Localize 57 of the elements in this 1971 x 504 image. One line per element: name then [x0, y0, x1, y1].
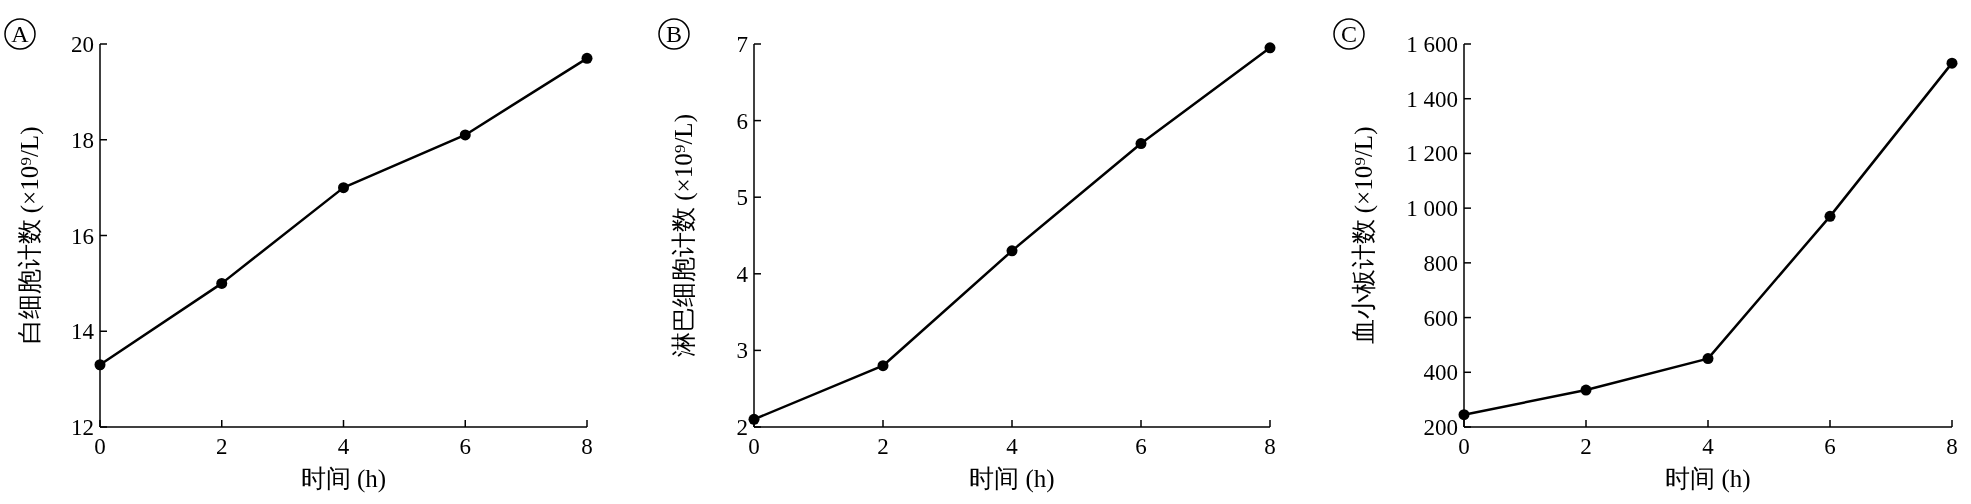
x-tick-label: 2 [877, 434, 889, 459]
point [1006, 245, 1018, 257]
x-tick-label: 2 [1580, 434, 1592, 459]
chart-title: A [11, 21, 30, 47]
x-tick-label: 6 [1135, 434, 1147, 459]
y-tick-label: 600 [1423, 305, 1458, 331]
y-axis-title: 血小板计数 (×10⁹/L) [1350, 126, 1378, 345]
point [1580, 384, 1592, 396]
point [216, 277, 228, 289]
point [1824, 210, 1836, 222]
y-tick-label: 1 400 [1406, 86, 1458, 112]
chart-title: B [665, 21, 683, 47]
x-tick-label: 2 [216, 434, 228, 459]
x-tick-label: 4 [1006, 434, 1019, 459]
y-tick-label: 12 [71, 415, 94, 440]
x-tick-label: 6 [459, 434, 471, 459]
y-tick-label: 1 000 [1406, 196, 1458, 222]
x-tick-label: 8 [1264, 434, 1276, 459]
y-tick-label: 200 [1423, 415, 1458, 440]
point [94, 359, 106, 371]
chart-title: C [1340, 21, 1358, 47]
y-tick-label: 5 [736, 185, 748, 211]
x-tick-label: 8 [1946, 434, 1958, 459]
y-tick-label: 800 [1423, 250, 1458, 276]
point [877, 360, 889, 372]
y-axis-title: 淋巴细胞计数 (×10⁹/L) [670, 114, 698, 357]
y-tick-label: 1 600 [1406, 32, 1458, 57]
y-tick-label: 4 [736, 261, 749, 287]
x-tick-label: 6 [1824, 434, 1836, 459]
y-tick-label: 6 [736, 108, 748, 134]
point [1135, 138, 1147, 150]
y-tick-label: 16 [71, 223, 94, 249]
x-tick-label: 0 [94, 434, 106, 459]
point [1946, 57, 1958, 69]
x-axis-title: 时间 (h) [969, 465, 1055, 493]
y-tick-label: 18 [71, 127, 94, 153]
x-tick-label: 4 [1702, 434, 1715, 459]
y-axis-title: 白细胞计数 (×10⁹/L) [16, 126, 44, 345]
y-tick-label: 1 200 [1406, 141, 1458, 167]
x-tick-label: 4 [337, 434, 350, 459]
point [1264, 42, 1276, 54]
point [338, 182, 349, 194]
y-tick-label: 2 [736, 415, 748, 440]
point [581, 52, 593, 64]
point [1702, 353, 1714, 365]
x-tick-label: 8 [581, 434, 593, 459]
y-tick-label: 3 [736, 338, 748, 364]
y-tick-label: 14 [71, 319, 95, 345]
x-tick-label: 0 [748, 434, 760, 459]
point [459, 129, 471, 141]
y-tick-label: 7 [736, 32, 748, 57]
y-tick-label: 400 [1423, 360, 1458, 386]
y-tick-label: 20 [71, 32, 94, 57]
x-axis-title: 时间 (h) [1665, 465, 1751, 493]
x-axis-title: 时间 (h) [300, 465, 387, 493]
x-tick-label: 0 [1458, 434, 1470, 459]
point [1458, 409, 1470, 421]
